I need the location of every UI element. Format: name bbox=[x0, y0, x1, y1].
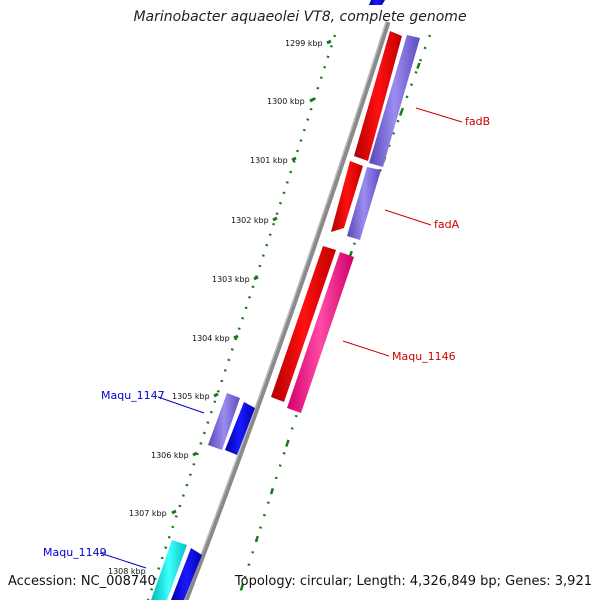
map-title: Marinobacter aquaeolei VT8, complete gen… bbox=[133, 9, 467, 25]
kbp-tick bbox=[171, 509, 177, 515]
kbp-label: 1306 kbp bbox=[151, 451, 189, 460]
maqu1147-feature-purple bbox=[208, 393, 240, 450]
kbp-tick bbox=[326, 39, 332, 45]
accession-text: Accession: NC_008740 bbox=[8, 574, 156, 589]
maqu1149-leader bbox=[99, 552, 147, 569]
outer-tick-ruler bbox=[236, 34, 432, 600]
fadA-leader bbox=[384, 209, 432, 226]
fadB-leader bbox=[415, 107, 463, 123]
kbp-label: 1305 kbp bbox=[172, 392, 210, 401]
kbp-tick bbox=[253, 275, 259, 281]
kbp-label: 1308 kbp bbox=[108, 567, 146, 576]
kbp-tick bbox=[272, 216, 278, 222]
maqu1149-feature-blue bbox=[171, 548, 202, 600]
outer-major-dashes bbox=[236, 34, 432, 600]
gene-label-maqu1146: Maqu_1146 bbox=[392, 350, 456, 363]
topology-text: Topology: circular; Length: 4,326,849 bp… bbox=[234, 574, 592, 589]
maqu1149-feature-cyan bbox=[151, 540, 187, 600]
kbp-tick bbox=[291, 156, 297, 162]
top-partial-gene bbox=[369, 0, 385, 5]
inner-tick-ruler bbox=[146, 34, 337, 600]
maqu1146-leader bbox=[342, 340, 390, 357]
gene-label-fadA: fadA bbox=[434, 218, 460, 231]
kbp-label: 1307 kbp bbox=[129, 509, 167, 518]
kbp-label: 1303 kbp bbox=[212, 275, 250, 284]
maqu1146-feature-pink bbox=[287, 252, 354, 413]
gene-label-maqu1149: Maqu_1149 bbox=[43, 546, 107, 559]
kbp-tick bbox=[233, 334, 239, 340]
kbp-label: 1304 kbp bbox=[192, 334, 230, 343]
maqu1147-leader bbox=[157, 396, 205, 414]
gene-label-fadB: fadB bbox=[465, 115, 490, 128]
fadB-feature-purple bbox=[369, 35, 420, 167]
fadB-feature-red bbox=[354, 31, 402, 161]
fadA-feature-red bbox=[331, 161, 363, 232]
kbp-tick bbox=[309, 97, 315, 103]
maqu1147-feature-blue bbox=[225, 402, 255, 455]
kbp-label: 1300 kbp bbox=[267, 97, 305, 106]
gene-label-maqu1147: Maqu_1147 bbox=[101, 389, 165, 402]
fadA-feature-purple bbox=[347, 167, 381, 240]
kbp-label: 1299 kbp bbox=[285, 39, 323, 48]
kbp-label: 1301 kbp bbox=[250, 156, 288, 165]
kbp-tick bbox=[192, 451, 198, 457]
kbp-label: 1302 kbp bbox=[231, 216, 269, 225]
genome-backbone bbox=[183, 21, 391, 600]
maqu1146-feature-red bbox=[271, 246, 336, 402]
kbp-tick bbox=[213, 392, 219, 398]
